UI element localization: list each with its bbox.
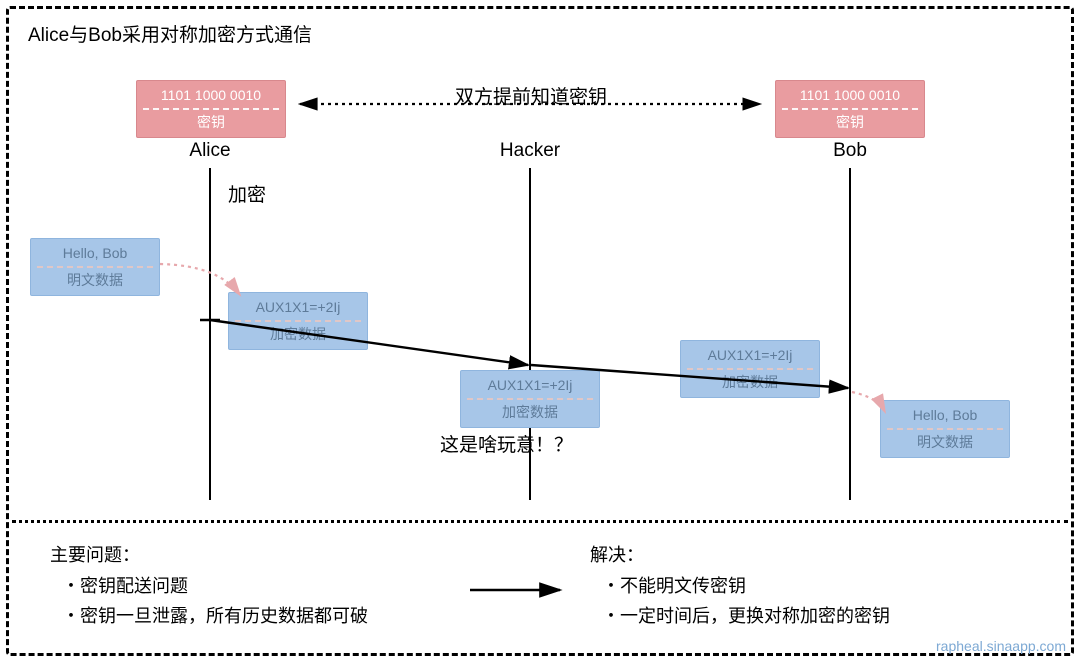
encrypt-label: 加密 <box>228 180 266 207</box>
plaintext-out-label: 明文数据 <box>881 430 1009 457</box>
cipher-alice-box: AUX1X1=+2Ij 加密数据 <box>228 292 368 350</box>
watermark: rapheal.sinaapp.com <box>936 638 1066 654</box>
cipher-bob-text: AUX1X1=+2Ij <box>681 341 819 368</box>
solution-item-0: 不能明文传密钥 <box>620 576 746 596</box>
diagram-canvas: Alice与Bob采用对称加密方式通信 1101 1000 0010 密钥 11… <box>0 0 1080 662</box>
alice-lifeline <box>209 168 211 500</box>
cipher-bob-box: AUX1X1=+2Ij 加密数据 <box>680 340 820 398</box>
bob-key-box: 1101 1000 0010 密钥 <box>775 80 925 138</box>
hacker-label: Hacker <box>494 140 566 162</box>
bob-lifeline <box>849 168 851 500</box>
cipher-hacker-box: AUX1X1=+2Ij 加密数据 <box>460 370 600 428</box>
problems-block: 主要问题： ・密钥配送问题 ・密钥一旦泄露，所有历史数据都可破 <box>50 540 480 632</box>
alice-key-box: 1101 1000 0010 密钥 <box>136 80 286 138</box>
solution-item-1: 一定时间后，更换对称加密的密钥 <box>620 606 890 626</box>
cipher-alice-text: AUX1X1=+2Ij <box>229 293 367 320</box>
plaintext-in-label: 明文数据 <box>31 268 159 295</box>
cipher-hacker-label: 加密数据 <box>461 400 599 427</box>
plaintext-in-text: Hello, Bob <box>31 239 159 266</box>
plaintext-in-box: Hello, Bob 明文数据 <box>30 238 160 296</box>
section-divider <box>12 520 1068 523</box>
alice-key-bits: 1101 1000 0010 <box>137 81 285 108</box>
preshared-key-label: 双方提前知道密钥 <box>455 82 607 109</box>
cipher-alice-label: 加密数据 <box>229 322 367 349</box>
problem-item-1: 密钥一旦泄露，所有历史数据都可破 <box>80 606 368 626</box>
bob-label: Bob <box>825 140 875 162</box>
bob-key-label: 密钥 <box>776 110 924 137</box>
plaintext-out-box: Hello, Bob 明文数据 <box>880 400 1010 458</box>
bob-key-bits: 1101 1000 0010 <box>776 81 924 108</box>
problems-heading: 主要问题： <box>50 540 480 571</box>
diagram-title: Alice与Bob采用对称加密方式通信 <box>28 20 312 47</box>
hacker-comment: 这是啥玩意！？ <box>440 430 573 457</box>
cipher-hacker-text: AUX1X1=+2Ij <box>461 371 599 398</box>
alice-key-label: 密钥 <box>137 110 285 137</box>
solutions-block: 解决： ・不能明文传密钥 ・一定时间后，更换对称加密的密钥 <box>590 540 1050 632</box>
problem-item-0: 密钥配送问题 <box>80 576 188 596</box>
alice-label: Alice <box>180 140 240 162</box>
plaintext-out-text: Hello, Bob <box>881 401 1009 428</box>
cipher-bob-label: 加密数据 <box>681 370 819 397</box>
solutions-heading: 解决： <box>590 540 1050 571</box>
